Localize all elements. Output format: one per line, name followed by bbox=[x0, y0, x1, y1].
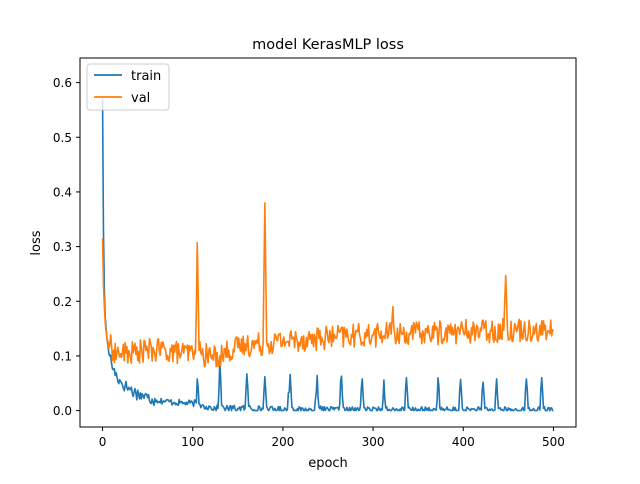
y-tick-label: 0.0 bbox=[53, 404, 72, 418]
y-tick-label: 0.6 bbox=[53, 76, 72, 90]
y-tick-label: 0.1 bbox=[53, 349, 72, 363]
chart-title: model KerasMLP loss bbox=[252, 37, 404, 53]
y-tick-label: 0.2 bbox=[53, 295, 72, 309]
plot-area bbox=[79, 57, 577, 428]
legend: train val bbox=[86, 63, 170, 111]
y-axis: 0.0 0.1 0.2 0.3 0.4 0.5 0.6 bbox=[53, 76, 80, 418]
y-tick-label: 0.3 bbox=[53, 240, 72, 254]
x-tick-label: 200 bbox=[271, 435, 294, 449]
x-tick-label: 400 bbox=[452, 435, 475, 449]
y-tick-label: 0.4 bbox=[53, 185, 72, 199]
x-axis-label: epoch bbox=[308, 456, 348, 471]
series-line-val bbox=[101, 202, 555, 368]
x-tick-label: 100 bbox=[181, 435, 204, 449]
series-layer bbox=[101, 98, 555, 412]
y-axis-label: loss bbox=[29, 230, 44, 255]
legend-label-val: val bbox=[131, 91, 150, 106]
series-line-train bbox=[101, 98, 554, 412]
x-tick-label: 500 bbox=[542, 435, 565, 449]
x-axis: 0 100 200 300 400 500 bbox=[99, 427, 565, 449]
y-tick-label: 0.5 bbox=[53, 131, 72, 145]
legend-label-train: train bbox=[131, 69, 161, 84]
plot-frame bbox=[79, 57, 577, 428]
x-tick-label: 300 bbox=[362, 435, 385, 449]
x-tick-label: 0 bbox=[99, 435, 107, 449]
